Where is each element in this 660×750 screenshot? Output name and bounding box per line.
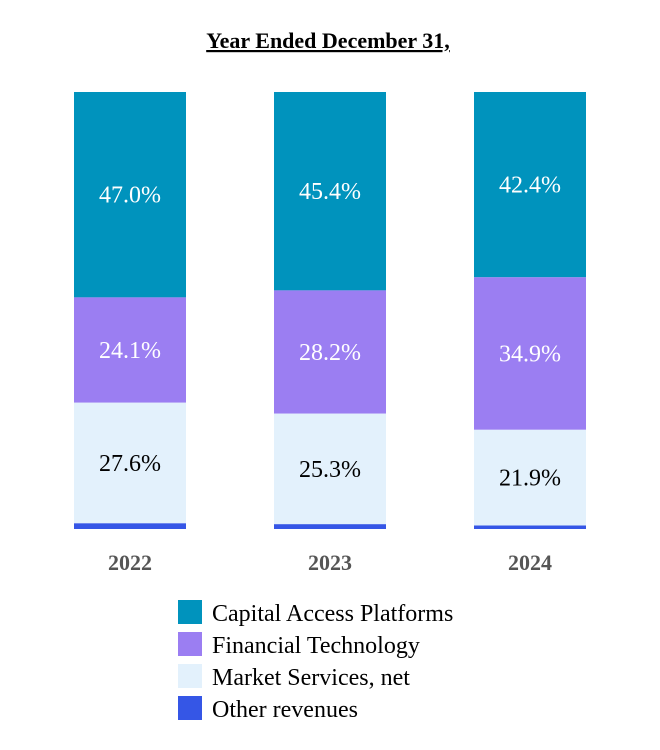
data-label-2023-s1: 28.2% [299,340,361,366]
legend-label-s3: Other revenues [212,697,358,723]
data-label-2022-s0: 47.0% [99,183,161,209]
x-tick-2024: 2024 [508,550,552,575]
bar-segment-2022-s0 [74,92,186,298]
legend-swatch-s3 [178,696,202,720]
data-label-2024-s0: 42.4% [499,173,561,199]
bar-segment-2022-s2 [74,402,186,524]
legend: Capital Access Platforms Financial Techno… [178,600,453,723]
bar-segment-2024-s2 [474,429,586,526]
data-label-2022-s2: 27.6% [99,451,161,477]
legend-label-s2: Market Services, net [212,665,410,691]
bar-segment-2022-s1 [74,297,186,403]
x-tick-2022: 2022 [108,550,152,575]
bar-segment-2024-s3 [474,525,586,529]
data-label-2024-s2: 21.9% [499,466,561,492]
data-label-2022-s1: 24.1% [99,338,161,364]
x-axis-ticks: 2022 2023 2024 [108,550,552,575]
legend-swatch-s0 [178,600,202,624]
legend-label-s0: Capital Access Platforms [212,601,453,627]
data-label-2023-s0: 45.4% [299,179,361,205]
legend-label-s1: Financial Technology [212,633,420,659]
data-label-2024-s1: 34.9% [499,342,561,368]
bar-segment-2024-s1 [474,277,586,430]
legend-swatch-s2 [178,664,202,688]
bar-segment-2023-s0 [274,92,386,291]
bar-segment-2023-s3 [274,524,386,529]
data-label-2023-s2: 25.3% [299,457,361,483]
x-tick-2023: 2023 [308,550,352,575]
bar-segment-2023-s1 [274,290,386,414]
bar-segment-2023-s2 [274,413,386,525]
bar-segment-2022-s3 [74,523,186,529]
bar-segment-2024-s0 [474,92,586,278]
bars-group: 47.0% 24.1% 27.6% 45.4% 28.2% 25.3% 42.4% 34.9%… [74,92,586,529]
chart-title: Year Ended December 31, [206,28,450,53]
legend-swatch-s1 [178,632,202,656]
